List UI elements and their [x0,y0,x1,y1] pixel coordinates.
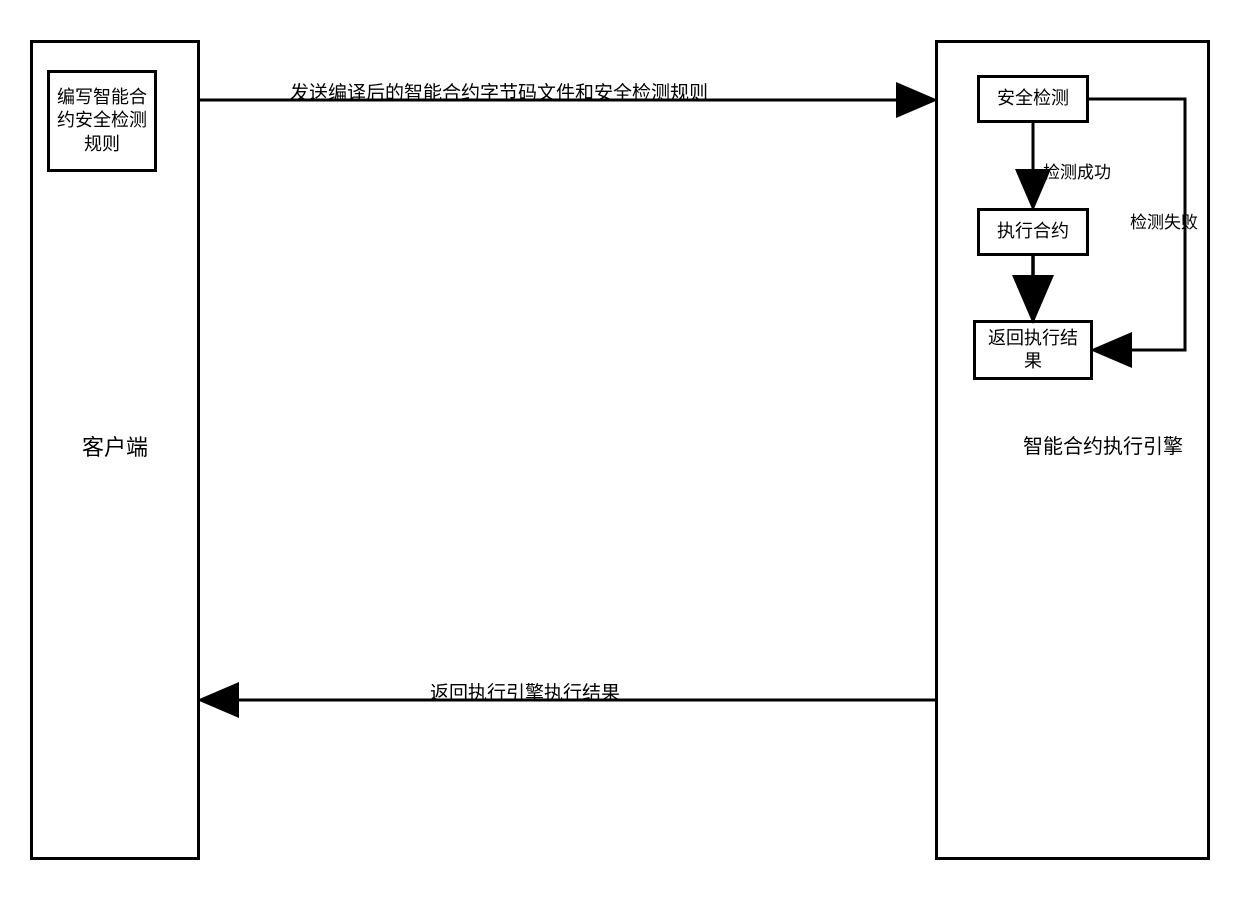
security-check-text: 安全检测 [997,87,1069,110]
client-inner-box: 编写智能合约安全检测规则 [47,70,157,172]
send-label: 发送编译后的智能合约字节码文件和安全检测规则 [290,78,708,105]
check-success-label-text: 检测成功 [1043,163,1111,182]
check-success-label: 检测成功 [1043,158,1111,183]
return-result-text: 返回执行结果 [980,327,1086,374]
send-label-text: 发送编译后的智能合约字节码文件和安全检测规则 [290,83,708,104]
execute-contract-box: 执行合约 [977,208,1089,256]
security-check-box: 安全检测 [977,75,1089,123]
engine-title-text: 智能合约执行引擎 [1023,436,1183,458]
check-fail-label: 检测失败 [1130,208,1198,233]
diagram-container: 编写智能合约安全检测规则 安全检测 执行合约 返回执行结果 客户端 智能合约执行… [30,40,1210,860]
return-label-text: 返回执行引擎执行结果 [430,683,620,704]
execute-contract-text: 执行合约 [997,220,1069,243]
return-label: 返回执行引擎执行结果 [430,678,620,705]
return-result-box: 返回执行结果 [973,320,1093,380]
client-title-text: 客户端 [82,435,148,460]
engine-title: 智能合约执行引擎 [1023,430,1183,459]
client-inner-box-text: 编写智能合约安全检测规则 [50,86,154,156]
check-fail-label-text: 检测失败 [1130,213,1198,232]
client-title: 客户端 [82,430,148,462]
